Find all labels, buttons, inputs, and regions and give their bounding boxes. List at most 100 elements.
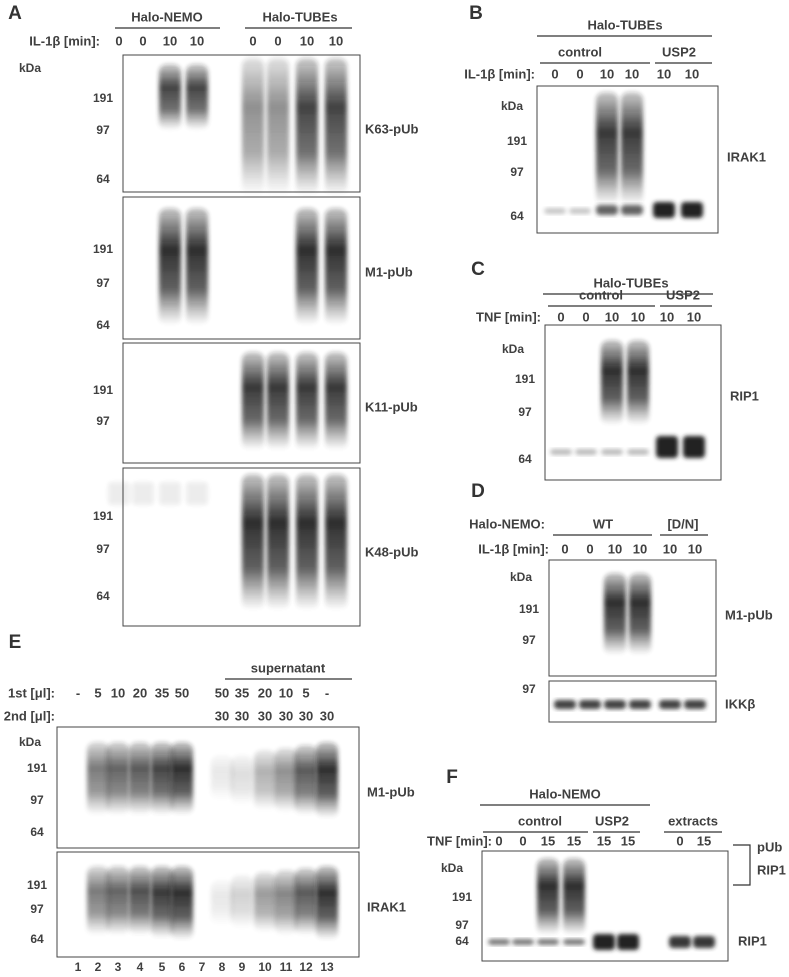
lane-value: 10 xyxy=(663,541,677,556)
subgroup-label: control xyxy=(518,813,562,828)
blot-label: IRAK1 xyxy=(367,899,406,914)
size-marker: 191 xyxy=(93,383,113,397)
size-marker: 97 xyxy=(30,902,44,916)
size-marker: 64 xyxy=(30,825,44,839)
lane-value: 0 xyxy=(274,33,281,48)
lane-value: 50 xyxy=(215,685,229,700)
smear xyxy=(151,742,173,815)
lane-number: 13 xyxy=(320,960,334,974)
smear xyxy=(325,352,347,450)
size-marker: 64 xyxy=(518,452,532,466)
smear xyxy=(107,742,129,815)
band xyxy=(683,436,705,458)
prefix-label: Halo-NEMO: xyxy=(469,516,545,531)
lane-value: 10 xyxy=(660,309,674,324)
smear xyxy=(604,573,626,655)
smear xyxy=(151,866,173,938)
band xyxy=(550,449,572,455)
subgroup-label: control xyxy=(558,44,602,59)
blot-label: K63-pUb xyxy=(365,121,419,136)
lane-value: 15 xyxy=(567,833,581,848)
smear xyxy=(211,755,233,800)
size-marker: 191 xyxy=(507,134,527,148)
panel-letter: E xyxy=(9,632,22,653)
blot-label: M1-pUb xyxy=(365,264,413,279)
lane-value: 10 xyxy=(329,33,343,48)
smear xyxy=(296,352,318,450)
subgroup-label: extracts xyxy=(668,813,718,828)
band xyxy=(575,449,597,455)
lane-number: 4 xyxy=(137,960,144,974)
band xyxy=(512,939,534,945)
smear xyxy=(267,58,289,195)
smear xyxy=(316,742,338,818)
bracket-label: RIP1 xyxy=(757,862,786,877)
smear xyxy=(129,742,151,815)
band xyxy=(186,482,208,505)
lane-value: 10 xyxy=(657,66,671,81)
band xyxy=(563,939,585,945)
smear xyxy=(325,474,347,610)
lane-value: 0 xyxy=(676,833,683,848)
row-label: IL-1β [min]: xyxy=(478,541,549,556)
lane-value: 15 xyxy=(697,833,711,848)
lane-value: 10 xyxy=(631,309,645,324)
smear xyxy=(87,866,109,935)
kda-label: kDa xyxy=(19,61,41,75)
row-label: IL-1β [min]: xyxy=(464,66,535,81)
lane-number: 9 xyxy=(239,960,246,974)
lane-value: 0 xyxy=(115,33,122,48)
size-marker: 97 xyxy=(522,633,536,647)
band xyxy=(621,205,643,215)
kda-label: kDa xyxy=(510,570,532,584)
smear xyxy=(267,474,289,610)
smear xyxy=(242,58,264,195)
smear xyxy=(211,880,233,925)
lane-value: 0 xyxy=(576,66,583,81)
lane-value: 10 xyxy=(605,309,619,324)
smear xyxy=(129,866,151,935)
lane-value: 5 xyxy=(94,685,101,700)
blot xyxy=(122,54,361,193)
smear xyxy=(267,352,289,450)
band xyxy=(653,202,675,218)
kda-label: kDa xyxy=(501,99,523,113)
smear xyxy=(171,742,193,815)
subgroup-label: USP2 xyxy=(662,44,696,59)
lane-value: 15 xyxy=(541,833,555,848)
row-label: TNF [min]: xyxy=(476,309,541,324)
size-marker: 64 xyxy=(96,318,110,332)
smear xyxy=(296,474,318,610)
band xyxy=(579,700,601,709)
lane-value: 0 xyxy=(551,66,558,81)
smear xyxy=(275,870,297,935)
lane-value: 10 xyxy=(111,685,125,700)
lane-value: 30 xyxy=(320,708,334,723)
lane-value: 10 xyxy=(163,33,177,48)
lane-number: 2 xyxy=(95,960,102,974)
lane-value: - xyxy=(325,685,329,700)
size-marker: 97 xyxy=(518,405,532,419)
band xyxy=(601,449,623,455)
size-marker: 191 xyxy=(519,602,539,616)
group-label: [D/N] xyxy=(667,516,698,531)
lane-value: 0 xyxy=(139,33,146,48)
lane-number: 1 xyxy=(75,960,82,974)
group-label: supernatant xyxy=(251,660,326,675)
lane-value: 10 xyxy=(625,66,639,81)
subgroup-label: control xyxy=(579,287,623,302)
blot-label: K48-pUb xyxy=(365,544,419,559)
row-label: 2nd [μl]: xyxy=(4,708,55,723)
lane-value: 0 xyxy=(586,541,593,556)
blot-label: RIP1 xyxy=(730,388,759,403)
size-marker: 191 xyxy=(452,890,472,904)
kda-label: kDa xyxy=(502,342,524,356)
smear xyxy=(242,474,264,610)
band xyxy=(617,934,639,950)
lane-value: 15 xyxy=(597,833,611,848)
smear xyxy=(295,745,317,815)
blot xyxy=(122,467,361,627)
group-label: Halo-NEMO xyxy=(131,9,203,24)
group-label: WT xyxy=(593,516,613,531)
